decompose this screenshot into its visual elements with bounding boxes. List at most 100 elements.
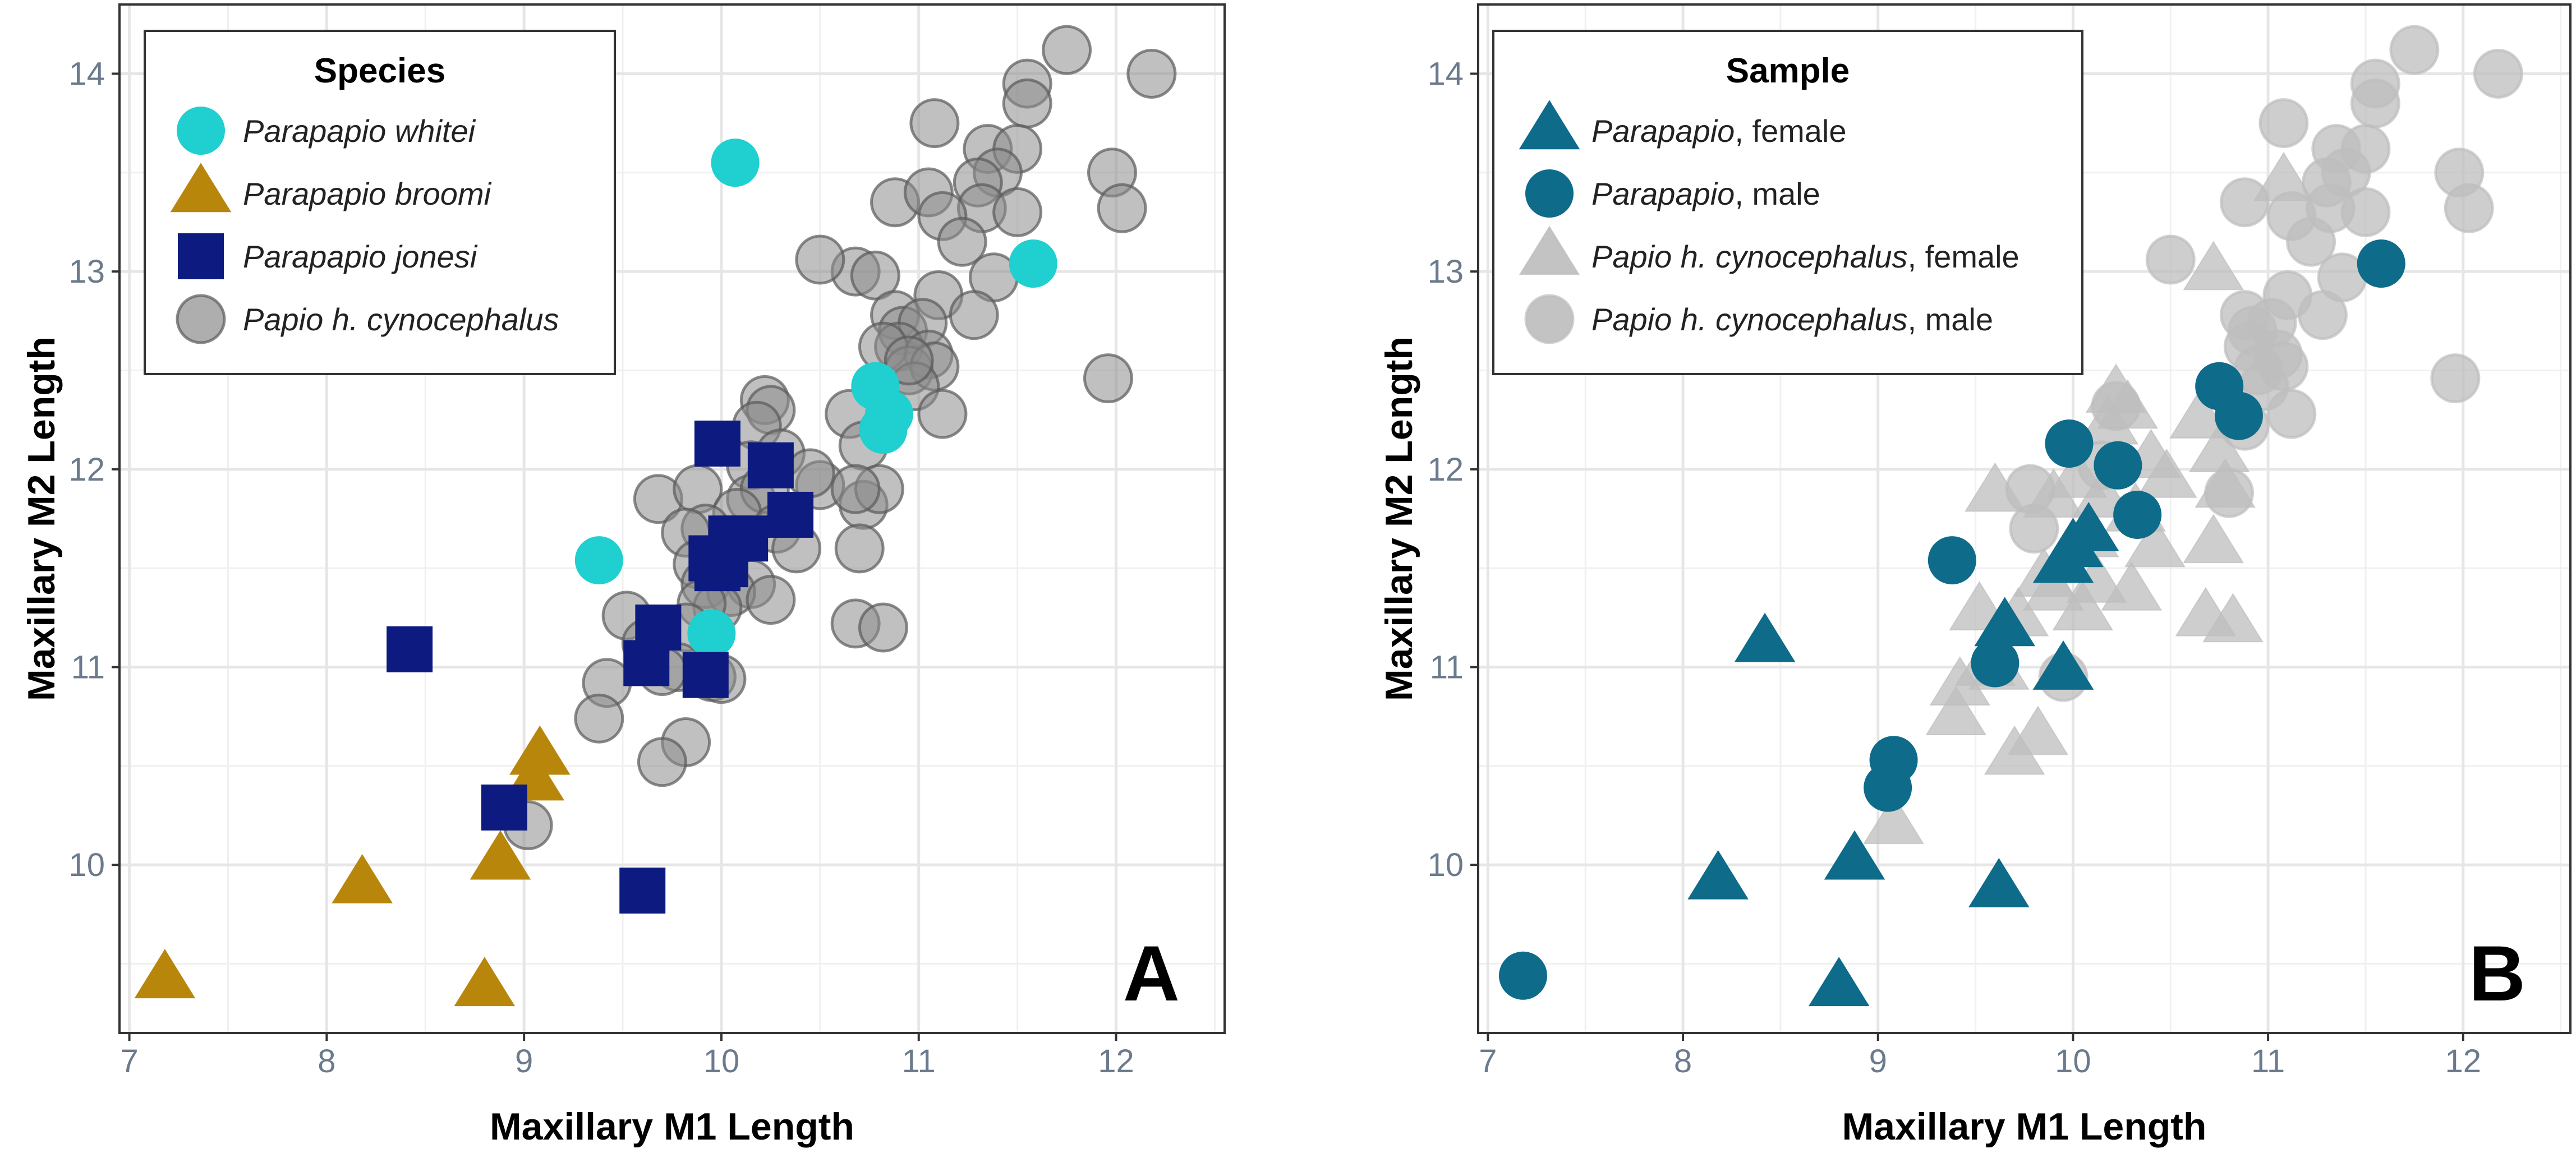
panel-label: B	[2469, 929, 2526, 1017]
data-point	[2145, 234, 2196, 285]
legend-key	[1524, 294, 1575, 344]
legend-key	[176, 294, 226, 344]
data-point	[1687, 850, 1749, 900]
data-point	[1042, 25, 1092, 75]
x-tick-label: 12	[2445, 1043, 2482, 1080]
legend-label: Papio h. cynocephalus, male	[1591, 302, 1993, 337]
legend-label: Parapapio, male	[1591, 176, 1820, 211]
data-point	[917, 389, 968, 439]
data-point	[2023, 561, 2084, 611]
legend-label: Parapapio jonesi	[243, 239, 478, 274]
data-point	[454, 957, 516, 1007]
data-point	[1928, 536, 1976, 585]
data-point	[2473, 48, 2523, 99]
data-point	[2113, 490, 2162, 539]
data-point	[2124, 518, 2186, 568]
data-point	[332, 854, 393, 903]
y-tick-label: 12	[1427, 451, 1464, 488]
data-point	[2389, 25, 2440, 75]
data-point	[2266, 389, 2317, 439]
data-point	[682, 652, 729, 698]
x-tick-label: 10	[2055, 1043, 2091, 1080]
data-point	[2094, 441, 2142, 490]
x-tick-label: 7	[120, 1043, 138, 1080]
data-point	[470, 830, 531, 880]
data-point	[1009, 239, 1057, 288]
legend-key	[1525, 169, 1574, 218]
data-point	[2183, 241, 2244, 290]
y-tick-label: 14	[68, 56, 105, 92]
data-point	[574, 693, 624, 744]
data-point	[2214, 391, 2263, 440]
data-point	[2286, 216, 2336, 267]
data-point	[687, 609, 736, 658]
data-point	[1984, 725, 2045, 775]
y-axis-title: Maxillary M2 Length	[20, 336, 63, 701]
x-tick-label: 8	[318, 1043, 335, 1080]
x-tick-label: 12	[1098, 1043, 1134, 1080]
data-point	[834, 523, 885, 574]
data-point	[387, 626, 433, 672]
data-point	[746, 575, 796, 625]
data-point	[2202, 593, 2264, 643]
data-point	[830, 464, 881, 514]
data-point	[1083, 353, 1133, 404]
legend-label: Papio h. cynocephalus, female	[1591, 239, 2020, 274]
data-point	[694, 420, 740, 467]
x-tick-label: 9	[1869, 1043, 1887, 1080]
legend-key	[178, 233, 224, 279]
legend-label: Parapapio, female	[1591, 113, 1847, 149]
data-point	[2009, 504, 2059, 554]
y-tick-label: 13	[1427, 253, 1464, 290]
data-point	[623, 640, 670, 686]
data-point	[2169, 389, 2230, 439]
data-point	[949, 290, 999, 340]
panel-label: A	[1123, 929, 1180, 1017]
legend-key	[1519, 225, 1580, 275]
y-tick-label: 11	[71, 649, 105, 686]
data-point	[711, 139, 760, 187]
y-axis-title: Maxillary M2 Length	[1378, 336, 1420, 701]
y-tick-label: 13	[68, 253, 105, 290]
data-point	[1968, 857, 2030, 907]
data-point	[858, 602, 908, 653]
x-tick-label: 8	[1674, 1043, 1692, 1080]
data-point	[574, 536, 623, 585]
panel-b: 7 8 9 10 11 12 10 11 12 13 14 Maxillary M1 Length Ma…	[1378, 3, 2572, 1148]
data-point	[637, 737, 687, 787]
data-point	[1002, 78, 1052, 128]
data-point	[1824, 830, 1885, 880]
data-point	[2183, 514, 2244, 564]
legend-label: Papio h. cynocephalus	[243, 302, 559, 337]
plot-border	[118, 3, 1226, 1034]
x-tick-label: 11	[2251, 1043, 2285, 1080]
legend-key	[177, 107, 225, 155]
data-point	[2052, 581, 2114, 631]
data-point	[2045, 419, 2094, 468]
plot-border	[1477, 3, 2572, 1034]
data-point	[2091, 381, 2141, 431]
legend: Species Parapapio whitei Parapapio broomi P…	[144, 30, 616, 375]
data-point	[884, 335, 934, 386]
y-tick-label: 10	[1427, 847, 1464, 883]
data-point	[2297, 290, 2348, 340]
data-point	[2219, 177, 2270, 228]
legend: Sample Parapapio, female Parapapio, male Pa…	[1492, 30, 2083, 375]
legend-label: Parapapio broomi	[243, 176, 492, 211]
data-point	[1925, 686, 1987, 735]
x-tick-label: 10	[703, 1043, 740, 1080]
series-papio-h-cynocephalus-male	[2005, 25, 2523, 702]
legend-title: Species	[314, 52, 445, 90]
data-point	[2340, 187, 2391, 237]
data-point	[909, 98, 960, 149]
data-point	[1734, 612, 1796, 662]
data-point	[2357, 239, 2405, 288]
x-tick-label: 9	[515, 1043, 533, 1080]
data-point	[992, 187, 1043, 237]
data-point	[2430, 353, 2481, 404]
legend-label: Parapapio whitei	[243, 113, 476, 149]
y-tick-label: 14	[1427, 56, 1464, 92]
data-point	[767, 491, 814, 538]
series-parapapio-jonesi	[387, 420, 814, 914]
